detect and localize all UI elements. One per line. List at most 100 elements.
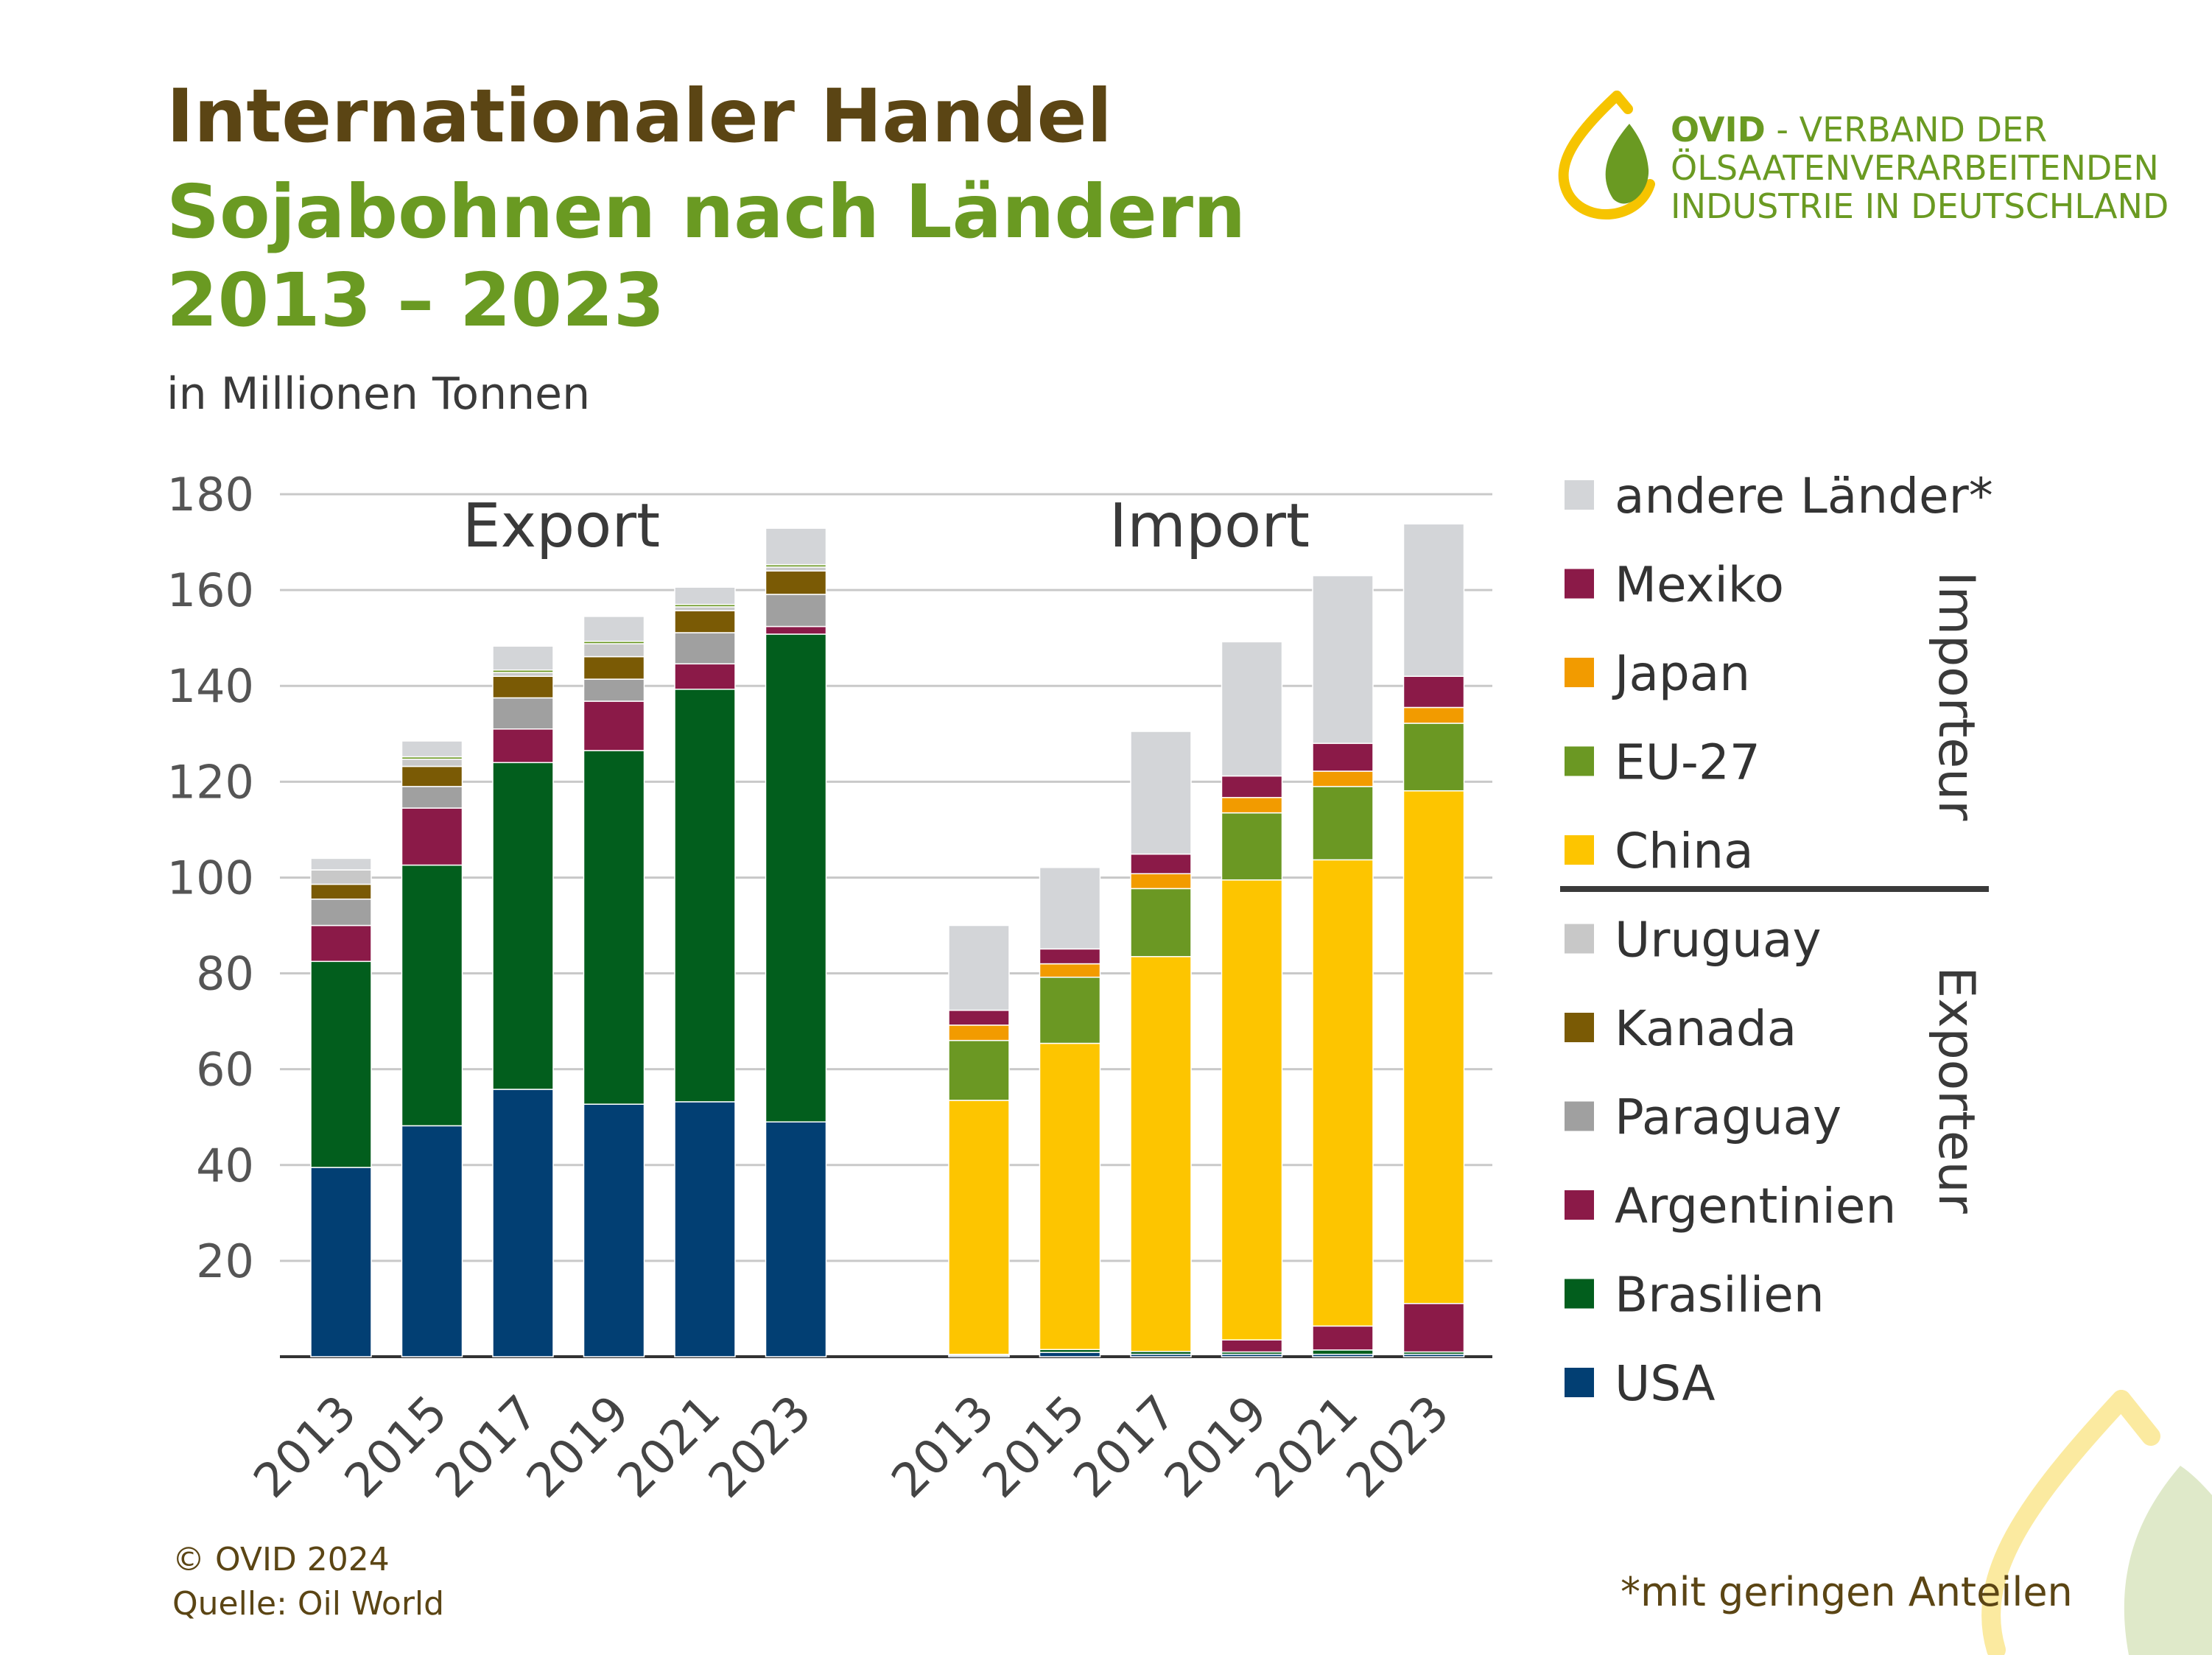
legend-label: Argentinien xyxy=(1615,1178,1896,1234)
bar-segment xyxy=(492,645,554,671)
y-tick-label: 160 xyxy=(167,563,254,617)
bar-segment xyxy=(583,678,645,702)
bar-segment xyxy=(1402,523,1465,677)
legend-swatch xyxy=(1565,480,1594,510)
bar-segment xyxy=(492,762,554,1090)
bar-segment xyxy=(310,1167,372,1357)
y-tick-label: 80 xyxy=(196,947,254,1001)
bar-segment xyxy=(674,689,736,1103)
bar-segment xyxy=(1312,770,1374,787)
bar-segment xyxy=(1312,574,1374,745)
legend-swatch xyxy=(1565,1013,1594,1042)
bar-segment xyxy=(401,1125,463,1357)
bar-segment xyxy=(1039,948,1101,965)
bar-segment xyxy=(765,570,827,595)
bar-segment xyxy=(1221,812,1283,881)
bar-segment xyxy=(1130,731,1192,855)
logo-line3: INDUSTRIE IN DEUTSCHLAND xyxy=(1671,186,2169,226)
bar-segment xyxy=(1130,873,1192,890)
bar-segment xyxy=(1130,888,1192,957)
y-tick-label: 20 xyxy=(196,1234,254,1288)
legend-swatch xyxy=(1565,569,1594,599)
y-tick-label: 60 xyxy=(196,1043,254,1097)
bar-segment xyxy=(948,1039,1010,1101)
bar-segment xyxy=(948,1100,1010,1355)
ovid-logo-drop-icon xyxy=(1558,91,1655,219)
legend-swatch xyxy=(1565,1190,1594,1220)
bar-segment xyxy=(1402,706,1465,724)
bar-segment xyxy=(765,527,827,566)
bar-segment xyxy=(1402,790,1465,1304)
x-tick-label: 2017 xyxy=(1064,1385,1187,1508)
bar-segment xyxy=(1130,956,1192,1352)
legend-label: China xyxy=(1615,823,1754,879)
bar-segment xyxy=(310,898,372,927)
bar-segment xyxy=(1312,786,1374,861)
bar-segment xyxy=(1312,859,1374,1327)
y-tick-label: 120 xyxy=(167,755,254,809)
bar-segment xyxy=(674,606,736,611)
bar-segment xyxy=(674,586,736,605)
bar-segment xyxy=(310,869,372,885)
bar-segment xyxy=(1130,853,1192,874)
legend-swatch xyxy=(1565,1101,1594,1131)
chart-subtitle-heading: Sojabohnen nach Ländern 2013 – 2023 xyxy=(166,169,1246,343)
legend-group-exporter: Exporteur xyxy=(1927,966,1985,1214)
x-tick-label: 2021 xyxy=(608,1385,731,1508)
bar-segment xyxy=(401,864,463,1127)
footnote: *mit geringen Anteilen xyxy=(1621,1569,2073,1615)
logo-line2: ÖLSAATENVERARBEITENDEN xyxy=(1671,148,2159,188)
y-tick-label: 180 xyxy=(167,468,254,521)
bar-segment xyxy=(1402,1303,1465,1353)
group-label-export: Export xyxy=(463,491,660,561)
legend-swatch xyxy=(1565,746,1594,776)
x-tick-label: 2019 xyxy=(516,1385,639,1508)
bar-segment xyxy=(1039,1352,1101,1357)
bar-segment xyxy=(674,663,736,690)
legend-label: Brasilien xyxy=(1615,1267,1825,1324)
legend-label: Mexiko xyxy=(1615,557,1784,614)
y-tick-label: 100 xyxy=(167,851,254,904)
bar-segment xyxy=(401,807,463,866)
bar-segment xyxy=(1312,1349,1374,1355)
bar-segment xyxy=(492,697,554,730)
bar-segment xyxy=(1402,675,1465,709)
bar-segment xyxy=(948,924,1010,1011)
bar-segment xyxy=(1039,963,1101,978)
bar-segment xyxy=(765,625,827,635)
x-tick-label: 2013 xyxy=(882,1385,1005,1508)
bar-segment xyxy=(583,1103,645,1357)
y-tick-label: 40 xyxy=(196,1139,254,1192)
bar-segment xyxy=(1221,879,1283,1340)
legend-swatch xyxy=(1565,924,1594,954)
bar-segment xyxy=(1221,1339,1283,1353)
bar-segment xyxy=(1039,1042,1101,1350)
bar-segment xyxy=(401,765,463,787)
bar-segment xyxy=(1039,867,1101,950)
unit-label: in Millionen Tonnen xyxy=(166,368,591,420)
x-tick-label: 2015 xyxy=(334,1385,457,1508)
bar-segment xyxy=(948,1025,1010,1041)
bar-segment xyxy=(1312,742,1374,772)
legend-label: Uruguay xyxy=(1615,912,1822,969)
legend-label: USA xyxy=(1615,1355,1716,1412)
legend-label: andere Länder* xyxy=(1615,468,1993,524)
bar-segment xyxy=(583,616,645,642)
bar-segment xyxy=(1312,1325,1374,1351)
bar-segment xyxy=(765,633,827,1122)
bar-segment xyxy=(492,675,554,699)
y-tick-label: 140 xyxy=(167,659,254,713)
footer: © OVID 2024 Quelle: Oil World xyxy=(172,1538,444,1626)
legend-swatch xyxy=(1565,835,1594,865)
x-tick-label: 2023 xyxy=(1336,1385,1459,1508)
x-tick-label: 2023 xyxy=(698,1385,821,1508)
legend-label: Paraguay xyxy=(1615,1089,1841,1146)
bar-segment xyxy=(765,566,827,572)
bar-segment xyxy=(401,740,463,758)
bar-segment xyxy=(401,786,463,809)
legend-label: Japan xyxy=(1612,645,1750,702)
legend-swatch xyxy=(1565,658,1594,687)
bar-segment xyxy=(1039,977,1101,1044)
source: Quelle: Oil World xyxy=(172,1585,445,1623)
